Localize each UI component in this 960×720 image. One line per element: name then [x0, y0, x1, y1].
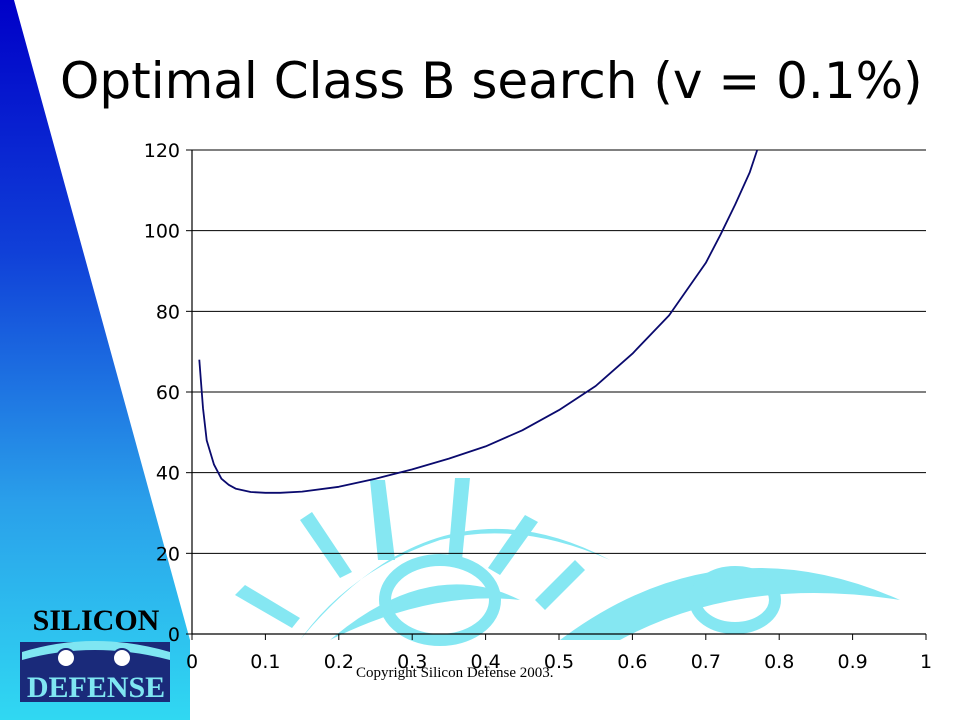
x-tick-label: 0.5	[544, 651, 574, 673]
x-tick-label: 0.3	[397, 651, 427, 673]
x-tick-label: 0.7	[691, 651, 721, 673]
eye-artwork	[235, 478, 900, 646]
silicon-defense-logo: SILICON DEFENSE	[20, 604, 170, 704]
x-tick-label: 0.1	[250, 651, 280, 673]
x-tick-label: 0.4	[470, 651, 500, 673]
logo-silicon-text: SILICON	[33, 604, 160, 637]
series-group	[198, 149, 759, 494]
copyright-footer: Copyright Silicon Defense 2003.	[356, 665, 554, 681]
y-tick-label: 100	[144, 221, 180, 243]
x-tick-label: 0.6	[617, 651, 647, 673]
y-tick-label: 60	[156, 382, 180, 404]
y-axis-ticks: 0 20 40 60 80 100 120	[144, 140, 192, 646]
x-tick-label: 0.8	[764, 651, 794, 673]
x-tick-label: 1	[920, 651, 932, 673]
series-line	[198, 149, 759, 494]
x-tick-label: 0.2	[324, 651, 354, 673]
y-tick-label: 0	[168, 624, 180, 646]
y-tick-label: 80	[156, 301, 180, 323]
blue-wedge	[0, 0, 190, 720]
x-tick-label: 0	[186, 651, 198, 673]
logo-defense-text: DEFENSE	[27, 671, 165, 704]
y-tick-label: 40	[156, 463, 180, 485]
x-axis-ticks: 0 0.1 0.2 0.3 0.4 0.5 0.6 0.7 0.8 0.9 1	[186, 634, 932, 673]
gridlines	[192, 149, 926, 554]
x-tick-label: 0.9	[837, 651, 867, 673]
y-tick-label: 20	[156, 543, 180, 565]
y-tick-label: 120	[144, 140, 180, 162]
slide-title: Optimal Class B search (v = 0.1%)	[60, 52, 923, 110]
